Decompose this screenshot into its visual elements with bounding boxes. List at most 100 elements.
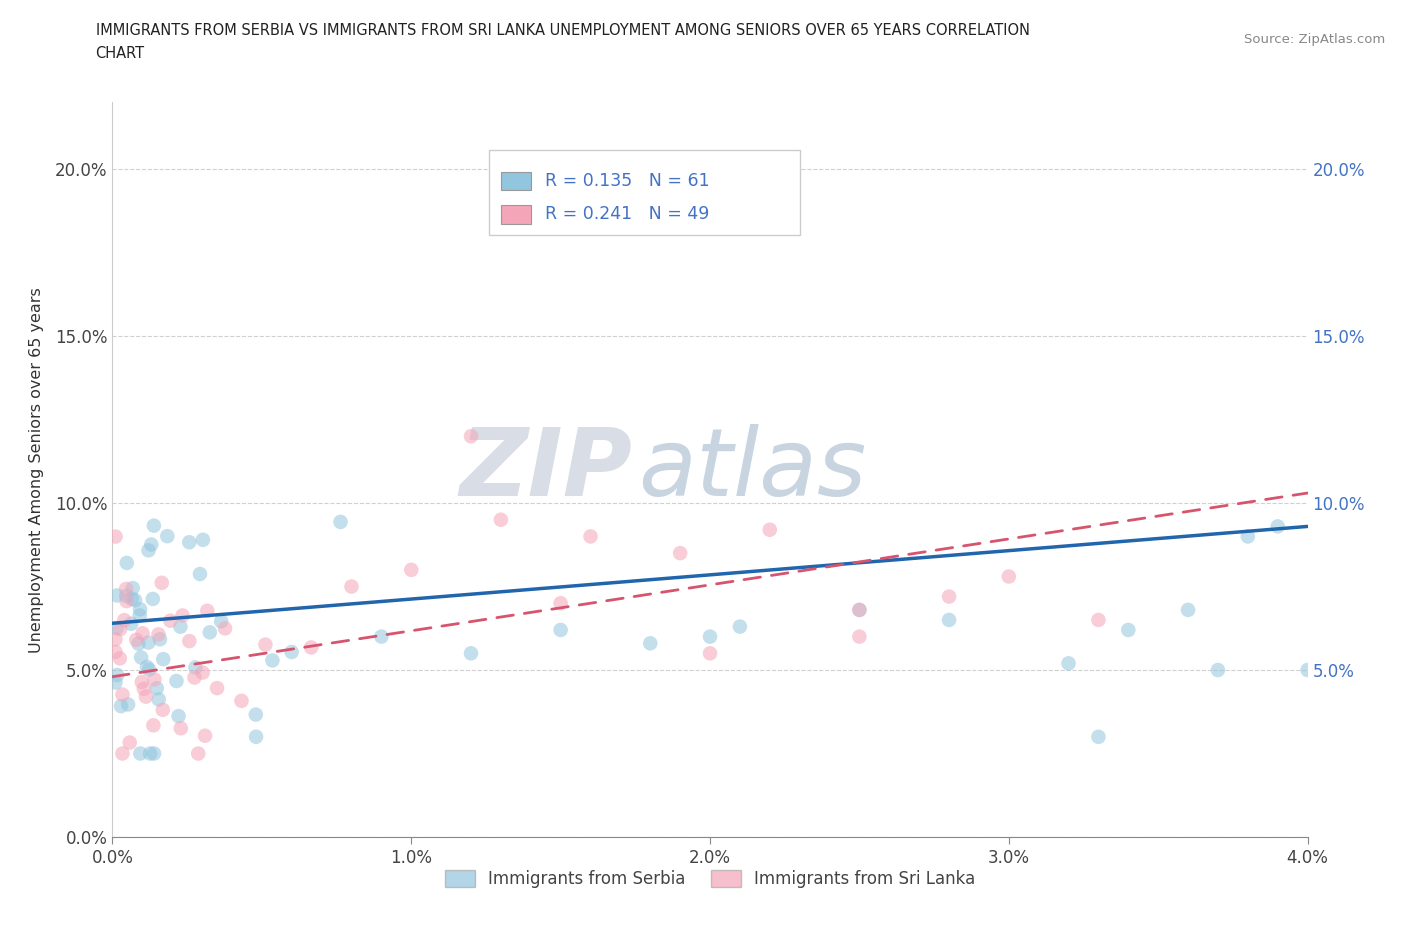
Point (195, 604, 218, 618)
Point (115, 581, 138, 596)
Text: R = 0.241   N = 49: R = 0.241 N = 49 (546, 206, 710, 223)
Text: R = 0.135   N = 61: R = 0.135 N = 61 (546, 172, 710, 191)
Point (128, 636, 150, 651)
Point (699, 630, 721, 644)
Point (159, 613, 181, 628)
Text: atlas: atlas (638, 424, 866, 515)
Point (129, 602, 152, 617)
Point (104, 529, 127, 544)
Point (179, 633, 201, 648)
Point (170, 721, 193, 736)
Point (550, 596, 572, 611)
Point (699, 646, 721, 661)
Text: ZIP: ZIP (460, 424, 633, 515)
Point (848, 603, 870, 618)
Point (131, 674, 153, 689)
Point (121, 591, 143, 606)
Point (1057, 656, 1080, 671)
Point (115, 589, 138, 604)
Point (262, 653, 284, 668)
Point (149, 631, 172, 646)
Point (141, 538, 163, 552)
Point (245, 729, 267, 744)
Point (111, 746, 134, 761)
Point (150, 576, 173, 591)
Point (105, 588, 128, 603)
Text: CHART: CHART (96, 46, 145, 61)
Point (142, 718, 165, 733)
Point (191, 532, 214, 547)
Point (728, 619, 751, 634)
Point (108, 651, 131, 666)
Point (115, 593, 138, 608)
FancyBboxPatch shape (489, 150, 800, 234)
Point (169, 619, 191, 634)
Point (124, 592, 146, 607)
Point (280, 644, 302, 659)
FancyBboxPatch shape (501, 172, 531, 191)
Legend: Immigrants from Serbia, Immigrants from Sri Lanka: Immigrants from Serbia, Immigrants from … (439, 863, 981, 895)
Point (669, 546, 692, 561)
Point (152, 652, 174, 667)
Point (460, 646, 482, 661)
Point (550, 622, 572, 637)
Point (110, 698, 132, 713)
Point (129, 650, 152, 665)
Point (848, 630, 870, 644)
Point (143, 746, 166, 761)
Point (209, 614, 232, 629)
Point (166, 673, 188, 688)
Point (135, 689, 157, 704)
Point (128, 608, 150, 623)
Point (1118, 622, 1140, 637)
Point (120, 617, 142, 631)
Point (299, 640, 322, 655)
Point (142, 518, 165, 533)
Point (148, 627, 170, 642)
Point (148, 692, 170, 707)
Point (998, 569, 1021, 584)
Point (759, 523, 782, 538)
Point (938, 613, 960, 628)
Point (117, 698, 139, 712)
Point (121, 580, 143, 595)
Point (1206, 662, 1229, 677)
Point (938, 589, 960, 604)
Point (111, 687, 134, 702)
Point (254, 637, 277, 652)
Point (167, 709, 190, 724)
Point (460, 429, 482, 444)
Text: Source: ZipAtlas.com: Source: ZipAtlas.com (1244, 33, 1385, 46)
Point (205, 681, 228, 696)
Point (183, 671, 205, 685)
Point (1296, 662, 1319, 677)
Point (579, 529, 602, 544)
Point (1177, 603, 1199, 618)
Point (370, 630, 392, 644)
Point (108, 621, 131, 636)
Point (187, 746, 209, 761)
Point (188, 566, 211, 581)
Point (142, 591, 165, 606)
Text: IMMIGRANTS FROM SERBIA VS IMMIGRANTS FROM SRI LANKA UNEMPLOYMENT AMONG SENIORS O: IMMIGRANTS FROM SERBIA VS IMMIGRANTS FRO… (96, 23, 1029, 38)
Point (184, 660, 207, 675)
Point (172, 608, 194, 623)
Y-axis label: Unemployment Among Seniors over 65 years: Unemployment Among Seniors over 65 years (30, 286, 44, 653)
Point (125, 632, 148, 647)
Point (152, 702, 174, 717)
Point (143, 672, 166, 687)
Point (105, 620, 128, 635)
Point (129, 746, 152, 761)
Point (231, 694, 253, 709)
Point (112, 613, 135, 628)
Point (848, 603, 870, 618)
Point (1267, 519, 1289, 534)
Point (105, 668, 128, 683)
FancyBboxPatch shape (501, 206, 531, 223)
Point (1087, 729, 1109, 744)
Point (132, 682, 155, 697)
Point (401, 563, 423, 578)
Point (179, 535, 201, 550)
Point (640, 636, 662, 651)
Point (138, 543, 160, 558)
